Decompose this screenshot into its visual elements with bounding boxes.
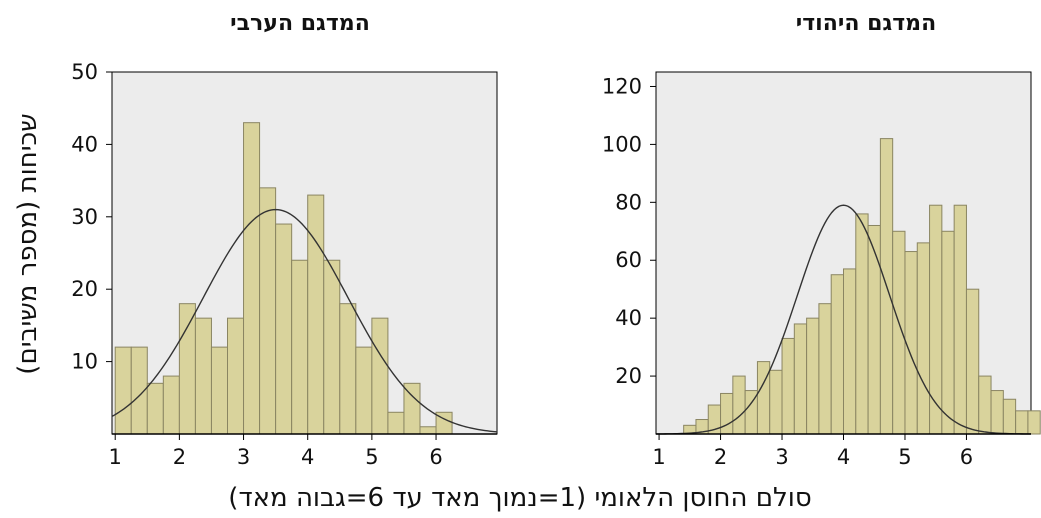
y-axis-label: שכיחות (מספר משיבים): [13, 113, 43, 374]
arab-histogram-bar: [275, 223, 293, 435]
jewish-histogram-bar: [818, 303, 832, 435]
arab-x-tick-label: 1: [109, 445, 122, 469]
arab-histogram-bar: [194, 317, 212, 435]
jewish-histogram-bar: [843, 268, 857, 435]
arab-histogram-bar: [259, 187, 277, 435]
jewish-histogram-bar: [904, 251, 918, 435]
arab-histogram-bar: [178, 303, 196, 435]
jewish-histogram-bar: [941, 230, 955, 435]
x-axis-label: סולם החוסן הלאומי (1=נמוך מאד עד 6=גבוה …: [228, 483, 811, 513]
arab-histogram-bar: [243, 122, 261, 435]
arab-histogram-bar: [146, 382, 164, 435]
arab-histogram-bar: [355, 346, 373, 435]
jewish-y-tick-label: 40: [615, 306, 642, 330]
jewish-x-tick-label: 6: [960, 445, 973, 469]
jewish-histogram-bar: [781, 337, 795, 435]
jewish-histogram-bar: [732, 375, 746, 435]
arab-histogram-bar: [323, 259, 341, 435]
jewish-histogram-bar: [756, 361, 771, 435]
arab-x-tick-label: 2: [173, 445, 186, 469]
jewish-histogram-bar: [1015, 410, 1029, 435]
arab-x-tick-label: 4: [301, 445, 314, 469]
jewish-x-tick-label: 2: [714, 445, 727, 469]
jewish-x-tick-label: 3: [775, 445, 788, 469]
arab-x-tick-label: 6: [429, 445, 442, 469]
jewish-x-tick-label: 5: [898, 445, 911, 469]
arab-histogram-bar: [227, 317, 245, 435]
jewish-histogram-bar: [965, 288, 980, 435]
jewish-x-tick-label: 4: [837, 445, 850, 469]
jewish-histogram-bar: [929, 204, 943, 435]
jewish-y-tick-label: 80: [615, 190, 642, 214]
jewish-histogram-bar: [892, 230, 906, 435]
arab-y-tick-label: 20: [71, 277, 98, 301]
jewish-histogram-bar: [793, 323, 808, 435]
jewish-histogram-bar: [1027, 410, 1041, 435]
jewish-histogram-bar: [855, 213, 869, 435]
arab-histogram-bar: [210, 346, 228, 435]
arab-histogram-bar: [403, 382, 421, 435]
arab-y-tick-label: 10: [71, 350, 98, 374]
jewish-histogram-bar: [1002, 398, 1017, 435]
arab-y-tick-label: 40: [71, 132, 98, 156]
jewish-histogram-bar: [916, 242, 931, 435]
jewish-y-tick-label: 60: [615, 248, 642, 272]
arab-histogram-bar: [371, 317, 389, 435]
jewish-histogram-bar: [806, 317, 820, 435]
arab-histogram-bar: [387, 411, 405, 435]
arab-histogram-bar: [307, 194, 325, 435]
chart-arab-sample: 1 2 3 4 5 6 10 20 30 40 50: [71, 60, 498, 469]
jewish-histogram-bar: [867, 224, 881, 435]
jewish-histogram-bar: [720, 392, 734, 435]
arab-histogram-bar: [114, 346, 132, 435]
jewish-histogram-bar: [830, 274, 844, 435]
jewish-histogram-bar: [769, 369, 783, 435]
jewish-histogram-bar: [953, 204, 967, 435]
chart-title-arab: המדגם הערבי: [230, 11, 370, 36]
arab-x-tick-label: 3: [237, 445, 250, 469]
jewish-y-tick-label: 20: [615, 364, 642, 388]
jewish-y-tick-label: 120: [602, 74, 642, 98]
jewish-normal-curve: [655, 204, 1032, 435]
arab-x-tick-label: 5: [365, 445, 378, 469]
arab-histogram-bar: [291, 259, 309, 435]
jewish-histogram-bar: [978, 375, 992, 435]
arab-histogram-bar: [419, 426, 437, 435]
jewish-y-tick-label: 100: [602, 132, 642, 156]
arab-histogram-bar: [162, 375, 180, 435]
arab-y-tick-label: 30: [71, 205, 98, 229]
arab-y-tick-label: 50: [71, 60, 98, 84]
chart-jewish-sample: 1 2 3 4 5 6 20 40 60 80 100 120: [602, 71, 1041, 469]
jewish-histogram-bar: [990, 390, 1004, 435]
arab-histogram-bar: [339, 303, 357, 435]
chart-title-jewish: המדגם היהודי: [796, 11, 936, 36]
arab-normal-curve: [111, 208, 498, 433]
jewish-x-tick-label: 1: [652, 445, 665, 469]
